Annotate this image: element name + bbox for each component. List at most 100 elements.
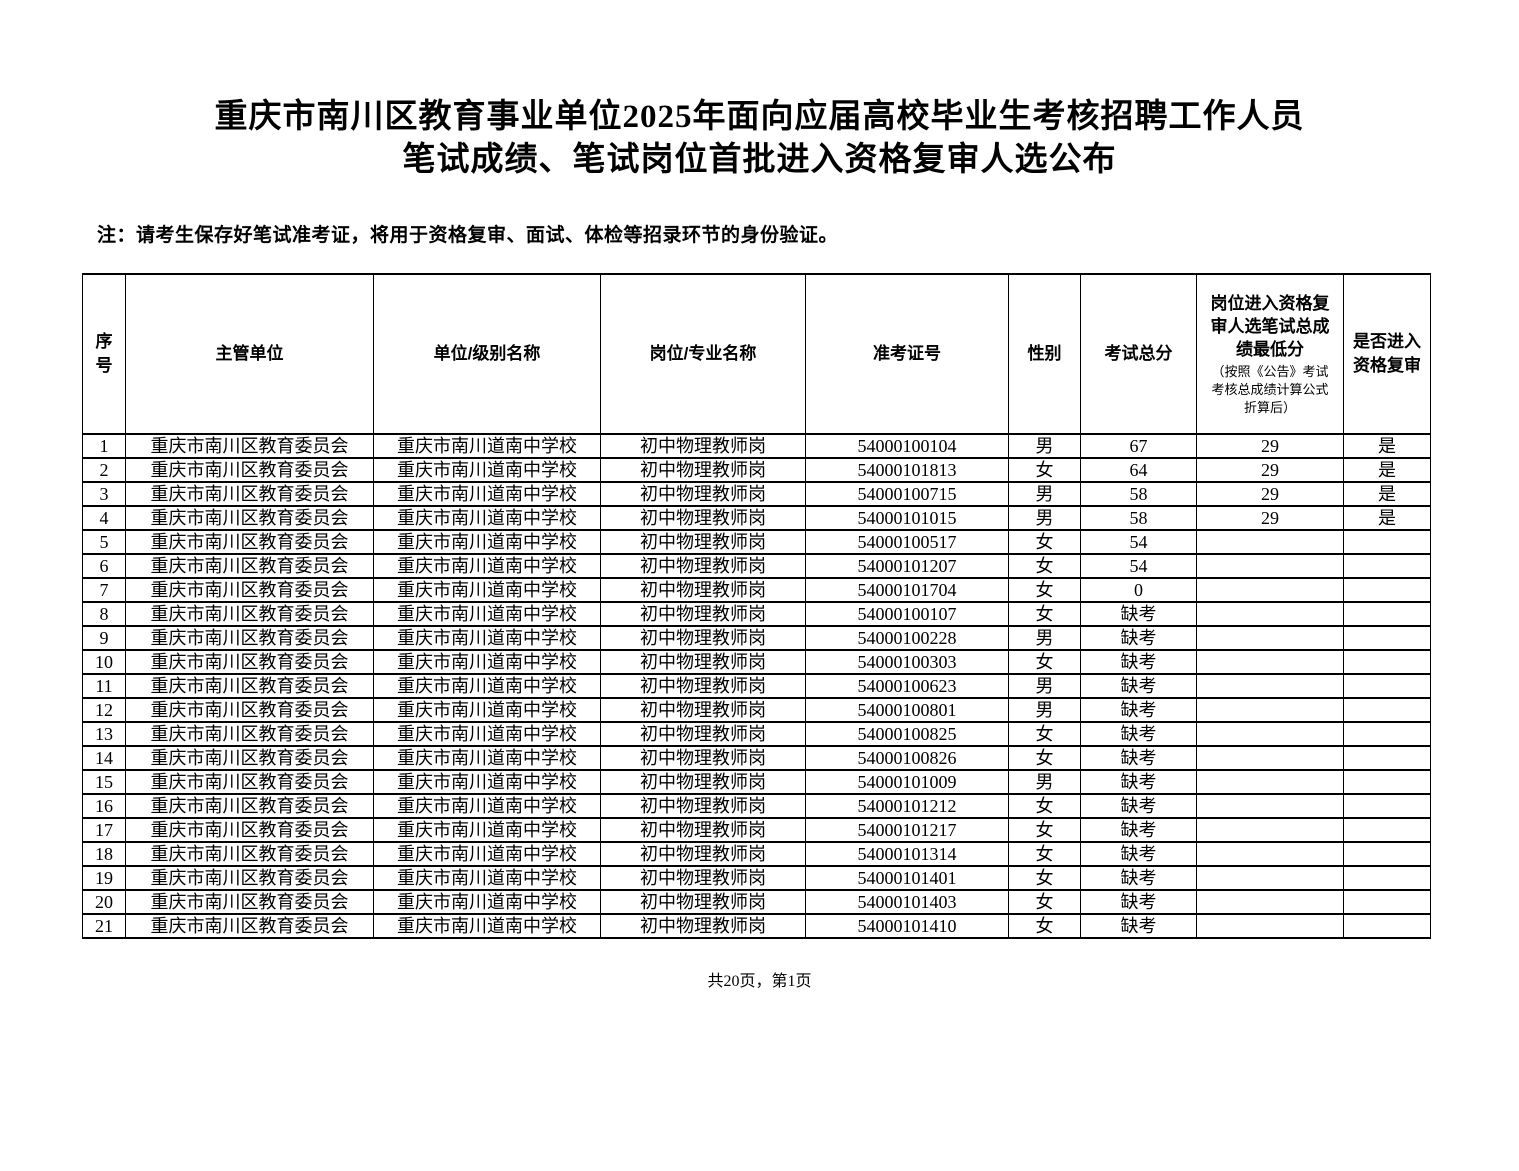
cell-enter [1343,745,1431,771]
cell-min: 29 [1196,481,1344,507]
cell-unit: 重庆市南川道南中学校 [373,889,601,915]
table-row: 15 重庆市南川区教育委员会 重庆市南川道南中学校 初中物理教师岗 5400010100… [82,769,1431,795]
results-table: 序号 主管单位 单位/级别名称 岗位/专业名称 准考证号 性别 考试总分 岗位进… [82,273,1431,939]
cell-ticket: 54000101410 [805,913,1009,939]
cell-score: 58 [1080,481,1197,507]
table-row: 12 重庆市南川区教育委员会 重庆市南川道南中学校 初中物理教师岗 5400010080… [82,697,1431,723]
cell-position: 初中物理教师岗 [600,625,806,651]
cell-score: 缺考 [1080,793,1197,819]
cell-seq: 5 [82,529,126,555]
cell-score: 缺考 [1080,865,1197,891]
cell-position: 初中物理教师岗 [600,865,806,891]
cell-unit: 重庆市南川道南中学校 [373,865,601,891]
cell-ticket: 54000100517 [805,529,1009,555]
cell-gender: 女 [1008,457,1081,483]
cell-min [1196,745,1344,771]
cell-score: 54 [1080,553,1197,579]
cell-score: 缺考 [1080,817,1197,843]
cell-score: 缺考 [1080,769,1197,795]
col-header-unit: 单位/级别名称 [373,273,601,435]
cell-seq: 11 [82,673,126,699]
cell-unit: 重庆市南川道南中学校 [373,745,601,771]
col-header-seq: 序号 [82,273,126,435]
cell-min [1196,865,1344,891]
page-title: 重庆市南川区教育事业单位2025年面向应届高校毕业生考核招聘工作人员 笔试成绩、… [0,96,1519,182]
cell-min [1196,817,1344,843]
cell-score: 缺考 [1080,745,1197,771]
cell-position: 初中物理教师岗 [600,841,806,867]
cell-seq: 13 [82,721,126,747]
cell-min [1196,529,1344,555]
cell-enter [1343,841,1431,867]
min-score-title: 岗位进入资格复审人选笔试总成绩最低分 [1210,293,1330,359]
cell-ticket: 54000100228 [805,625,1009,651]
cell-position: 初中物理教师岗 [600,529,806,555]
cell-enter: 是 [1343,433,1431,459]
cell-position: 初中物理教师岗 [600,553,806,579]
cell-seq: 14 [82,745,126,771]
table-row: 4 重庆市南川区教育委员会 重庆市南川道南中学校 初中物理教师岗 54000101015… [82,505,1431,531]
col-header-position: 岗位/专业名称 [600,273,806,435]
table-row: 9 重庆市南川区教育委员会 重庆市南川道南中学校 初中物理教师岗 54000100228… [82,625,1431,651]
cell-gender: 男 [1008,505,1081,531]
cell-unit: 重庆市南川道南中学校 [373,673,601,699]
cell-min [1196,769,1344,795]
cell-supervisor: 重庆市南川区教育委员会 [125,913,374,939]
title-line-1: 重庆市南川区教育事业单位2025年面向应届高校毕业生考核招聘工作人员 [214,99,1305,135]
cell-seq: 6 [82,553,126,579]
cell-supervisor: 重庆市南川区教育委员会 [125,649,374,675]
cell-ticket: 54000101207 [805,553,1009,579]
cell-position: 初中物理教师岗 [600,601,806,627]
cell-position: 初中物理教师岗 [600,673,806,699]
cell-score: 缺考 [1080,673,1197,699]
cell-supervisor: 重庆市南川区教育委员会 [125,697,374,723]
cell-score: 缺考 [1080,625,1197,651]
cell-min [1196,553,1344,579]
cell-min [1196,577,1344,603]
cell-ticket: 54000101401 [805,865,1009,891]
cell-supervisor: 重庆市南川区教育委员会 [125,577,374,603]
cell-supervisor: 重庆市南川区教育委员会 [125,889,374,915]
cell-min [1196,793,1344,819]
cell-unit: 重庆市南川道南中学校 [373,697,601,723]
cell-position: 初中物理教师岗 [600,433,806,459]
table-row: 16 重庆市南川区教育委员会 重庆市南川道南中学校 初中物理教师岗 5400010121… [82,793,1431,819]
cell-seq: 4 [82,505,126,531]
cell-score: 缺考 [1080,889,1197,915]
col-header-enter-review: 是否进入资格复审 [1343,273,1431,435]
cell-supervisor: 重庆市南川区教育委员会 [125,865,374,891]
cell-ticket: 54000101009 [805,769,1009,795]
col-header-gender: 性别 [1008,273,1081,435]
cell-score: 缺考 [1080,601,1197,627]
cell-ticket: 54000100104 [805,433,1009,459]
cell-gender: 男 [1008,769,1081,795]
cell-supervisor: 重庆市南川区教育委员会 [125,625,374,651]
cell-position: 初中物理教师岗 [600,577,806,603]
cell-seq: 3 [82,481,126,507]
table-row: 17 重庆市南川区教育委员会 重庆市南川道南中学校 初中物理教师岗 5400010121… [82,817,1431,843]
cell-min: 29 [1196,433,1344,459]
cell-position: 初中物理教师岗 [600,769,806,795]
cell-position: 初中物理教师岗 [600,505,806,531]
cell-gender: 男 [1008,481,1081,507]
cell-supervisor: 重庆市南川区教育委员会 [125,721,374,747]
cell-position: 初中物理教师岗 [600,913,806,939]
cell-gender: 女 [1008,865,1081,891]
cell-gender: 男 [1008,673,1081,699]
cell-min [1196,721,1344,747]
cell-ticket: 54000100715 [805,481,1009,507]
cell-score: 64 [1080,457,1197,483]
cell-seq: 17 [82,817,126,843]
cell-gender: 女 [1008,817,1081,843]
cell-min [1196,841,1344,867]
cell-enter [1343,577,1431,603]
cell-enter [1343,697,1431,723]
cell-seq: 18 [82,841,126,867]
cell-supervisor: 重庆市南川区教育委员会 [125,505,374,531]
cell-gender: 女 [1008,841,1081,867]
cell-score: 缺考 [1080,913,1197,939]
cell-unit: 重庆市南川道南中学校 [373,433,601,459]
cell-seq: 7 [82,577,126,603]
table-row: 19 重庆市南川区教育委员会 重庆市南川道南中学校 初中物理教师岗 5400010140… [82,865,1431,891]
cell-enter [1343,673,1431,699]
